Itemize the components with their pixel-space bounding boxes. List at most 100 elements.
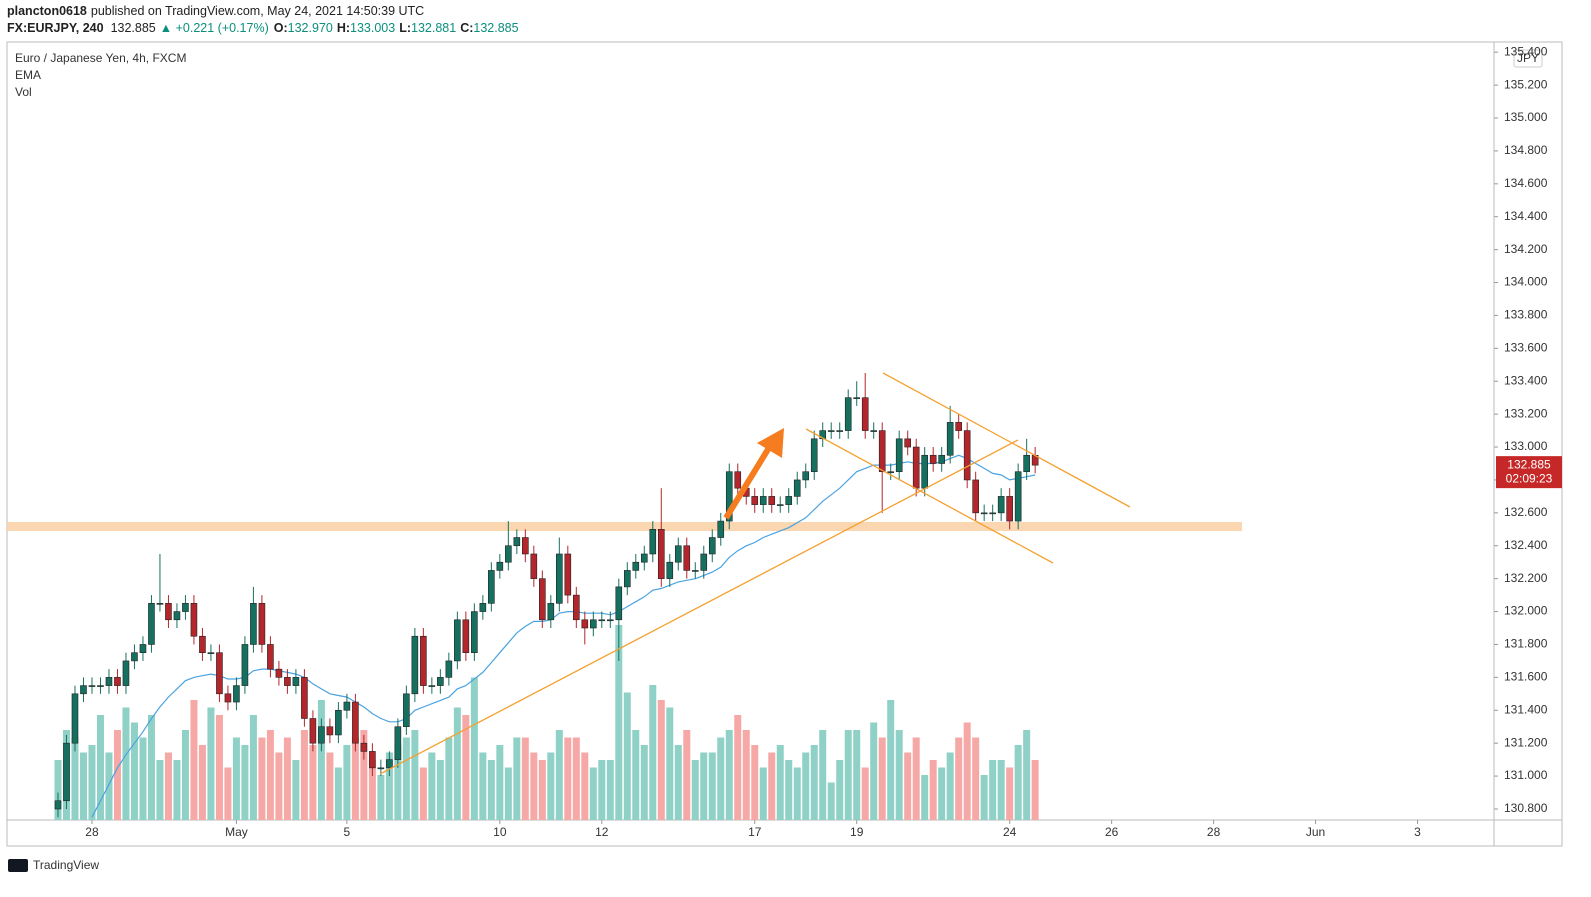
candle-body — [173, 611, 181, 621]
volume-bar — [972, 737, 980, 820]
currency[interactable]: JPY — [1517, 51, 1539, 65]
candle-body — [233, 685, 240, 703]
volume-bar — [258, 737, 266, 820]
volume-bar — [88, 745, 96, 820]
candle-body — [929, 454, 937, 464]
x-tick-label: 5 — [344, 825, 351, 839]
volume-bar — [198, 745, 206, 820]
x-tick-label: 10 — [493, 825, 507, 839]
candle-body — [895, 438, 903, 473]
y-tick-label: 133.200 — [1504, 406, 1548, 420]
last-price-box — [1496, 456, 1562, 489]
candle-body — [921, 454, 928, 489]
candle-body — [870, 430, 878, 432]
volume-bar — [394, 745, 402, 820]
y-tick-label: 131.600 — [1504, 670, 1548, 684]
ohlc-key: O: — [274, 21, 288, 35]
y-tick-label: 131.400 — [1504, 702, 1548, 716]
candle-body — [182, 603, 189, 612]
volume-bar — [130, 722, 138, 820]
change: ▲ +0.221 (+0.17%) — [160, 21, 269, 35]
candle-body — [853, 397, 861, 399]
candle-body — [71, 693, 79, 744]
volume-bar — [768, 752, 776, 820]
volume-bar — [895, 730, 903, 820]
y-tick-label: 135.000 — [1504, 110, 1548, 124]
candle-body — [776, 504, 784, 506]
volume-bar — [632, 730, 640, 820]
y-tick-label: 134.400 — [1504, 209, 1548, 223]
candle-body — [1014, 471, 1022, 522]
published: published on TradingView.com, May 24, 20… — [91, 4, 424, 18]
candle-body — [649, 528, 657, 555]
volume-bar — [462, 715, 470, 820]
volume-bar — [963, 722, 971, 820]
x-tick-label: 28 — [85, 825, 99, 839]
volume-bar — [1023, 730, 1031, 820]
volume-bar — [470, 677, 478, 820]
candle-body — [640, 553, 648, 563]
frame — [6, 41, 1563, 847]
volume-bar — [555, 730, 563, 820]
candle-body — [326, 726, 334, 736]
candle-body — [904, 438, 911, 448]
channel-lower — [805, 428, 1054, 564]
volume-bar — [275, 752, 283, 820]
candle-body — [810, 438, 818, 473]
volume-bar — [980, 775, 988, 820]
candle-body — [250, 603, 257, 645]
volume-bar — [436, 760, 444, 820]
candle-body — [411, 635, 419, 695]
volume-bar — [946, 752, 954, 820]
ohlc-value: 132.885 — [473, 21, 518, 35]
candle-body — [505, 545, 512, 563]
x-tick-label: 19 — [850, 825, 864, 839]
volume-bar — [989, 760, 997, 820]
last: 132.885 — [111, 21, 156, 35]
candle-body — [156, 603, 164, 605]
volume-bar — [759, 767, 767, 820]
volume-bar — [445, 737, 453, 820]
y-tick-label: 132.200 — [1504, 571, 1548, 585]
y-tick-label: 131.000 — [1504, 768, 1548, 782]
candle-body — [666, 561, 674, 579]
volume-bar — [504, 767, 512, 820]
volume-bar — [666, 707, 674, 820]
volume-bar — [496, 745, 504, 820]
ohlc-value: 132.881 — [411, 21, 456, 35]
volume-bar — [377, 775, 385, 820]
y-tick-label: 133.800 — [1504, 308, 1548, 322]
candle-body — [598, 619, 606, 622]
candle-body — [394, 726, 402, 760]
symbol-line: FX:EURJPY, 240 132.885 ▲ +0.221 (+0.17%) O:… — [7, 21, 519, 35]
candle-body — [360, 742, 368, 752]
candle-body — [725, 471, 733, 522]
candle-body — [199, 635, 206, 653]
volume-bar — [836, 760, 844, 820]
y-tick-label: 133.600 — [1504, 341, 1548, 355]
ema-line — [91, 454, 1036, 818]
volume-bar — [113, 730, 121, 820]
candle-body — [708, 537, 716, 555]
volume-bar — [657, 700, 665, 820]
volume-bar — [207, 707, 215, 820]
candle-body — [751, 496, 759, 505]
candle-body — [530, 553, 538, 579]
candle-body — [292, 677, 300, 686]
volume-bar — [139, 737, 147, 820]
candle-body — [343, 701, 351, 711]
y-tick-label: 134.200 — [1504, 242, 1548, 256]
volume-bar — [861, 767, 869, 820]
volume-bar — [623, 692, 631, 820]
x-tick-label: 17 — [748, 825, 762, 839]
currency-box[interactable] — [1513, 49, 1543, 68]
volume-bar — [921, 775, 929, 820]
candle-body — [114, 677, 121, 686]
candle-body — [437, 677, 444, 686]
y-tick-label: 135.400 — [1504, 44, 1548, 58]
candle-body — [403, 693, 410, 728]
candle-body — [131, 652, 138, 662]
volume-bar — [844, 730, 852, 820]
volume-bar — [581, 752, 589, 820]
candle-body — [844, 397, 852, 431]
